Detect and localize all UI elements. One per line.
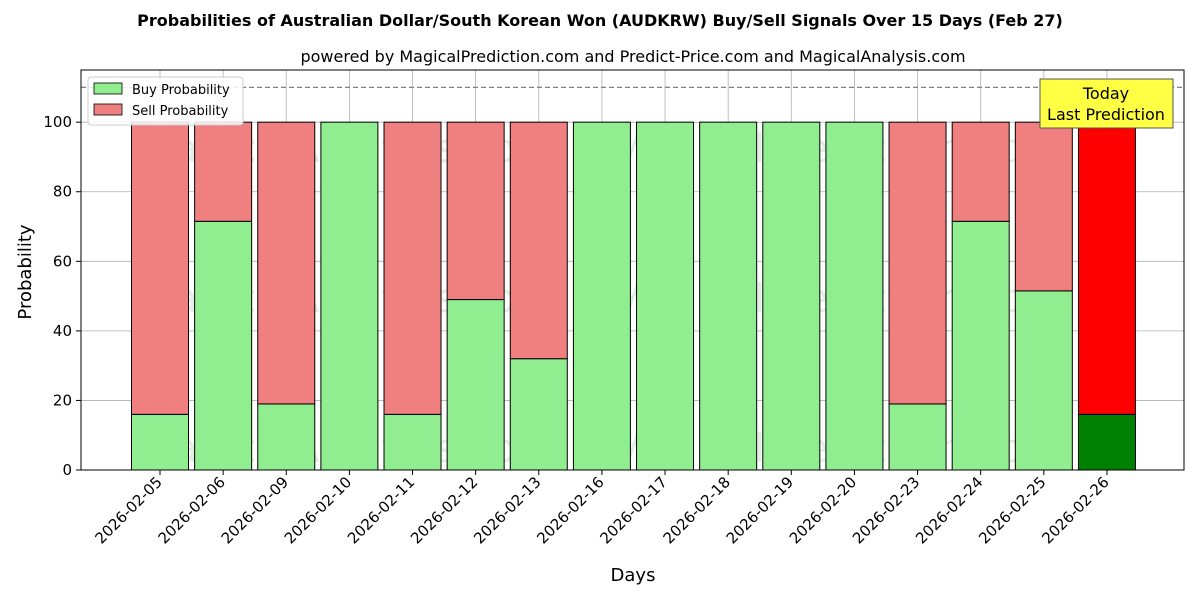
sell-bar bbox=[131, 121, 189, 415]
buy-bar bbox=[257, 403, 316, 471]
y-tick-label: 60 bbox=[53, 252, 72, 270]
legend-swatch bbox=[93, 103, 123, 116]
plot-area: MagicalAnalysis.comMagicalPrediction.com… bbox=[43, 69, 1185, 547]
x-tick-label: 2026-02-09 bbox=[218, 473, 292, 547]
buy-bar bbox=[636, 121, 695, 471]
buy-bar bbox=[509, 358, 568, 471]
sell-bar bbox=[951, 121, 1010, 222]
sell-bar bbox=[1014, 121, 1073, 292]
sell-bar bbox=[257, 121, 316, 405]
buy-bar bbox=[446, 299, 505, 471]
x-tick-label: 2026-02-26 bbox=[1038, 473, 1112, 547]
x-tick-label: 2026-02-12 bbox=[407, 473, 481, 547]
x-tick-label: 2026-02-13 bbox=[470, 473, 544, 547]
legend-box bbox=[87, 76, 244, 126]
legend-label: Buy Probability bbox=[132, 83, 230, 98]
buy-bar bbox=[762, 121, 821, 471]
buy-bar bbox=[951, 220, 1010, 471]
legend-swatch bbox=[93, 82, 123, 95]
y-tick-label: 20 bbox=[53, 391, 72, 409]
buy-bar bbox=[194, 220, 253, 471]
sell-bar bbox=[888, 121, 947, 405]
chart-title: Probabilities of Australian Dollar/South… bbox=[137, 11, 1063, 30]
sell-bar bbox=[383, 121, 442, 415]
x-tick-label: 2026-02-20 bbox=[786, 473, 860, 547]
x-axis-label: Days bbox=[611, 565, 656, 586]
x-tick-label: 2026-02-16 bbox=[533, 473, 607, 547]
x-tick-label: 2026-02-18 bbox=[660, 473, 734, 547]
x-tick-label: 2026-02-10 bbox=[281, 473, 355, 547]
legend-label: Sell Probability bbox=[132, 104, 229, 119]
annotation-text: Today bbox=[1082, 84, 1129, 103]
chart-subtitle: powered by MagicalPrediction.com and Pre… bbox=[300, 47, 965, 66]
annotation-text: Last Prediction bbox=[1047, 105, 1165, 124]
legend: Buy Probability Sell Probability bbox=[87, 76, 244, 126]
x-tick-label: 2026-02-24 bbox=[912, 473, 986, 547]
buy-bar bbox=[888, 403, 947, 471]
buy-bar bbox=[320, 121, 379, 471]
y-tick-label: 0 bbox=[62, 461, 72, 479]
x-tick-label: 2026-02-19 bbox=[723, 473, 797, 547]
today-annotation: Today Last Prediction bbox=[1039, 78, 1174, 129]
sell-bar bbox=[1077, 121, 1136, 415]
y-tick-label: 100 bbox=[43, 113, 72, 131]
buy-bar bbox=[131, 413, 189, 471]
buy-bar bbox=[383, 413, 442, 471]
x-tick-label: 2026-02-25 bbox=[975, 473, 1049, 547]
y-axis-label: Probability bbox=[15, 224, 36, 319]
sell-bar bbox=[194, 121, 253, 222]
buy-bar bbox=[699, 121, 758, 471]
buy-bar bbox=[572, 121, 631, 471]
plot-frame bbox=[80, 69, 1185, 471]
buy-bar bbox=[1014, 290, 1073, 471]
x-tick-label: 2026-02-23 bbox=[849, 473, 923, 547]
y-tick-label: 40 bbox=[53, 322, 72, 340]
buy-bar bbox=[825, 121, 884, 471]
sell-bar bbox=[509, 121, 568, 360]
x-tick-label: 2026-02-05 bbox=[91, 473, 165, 547]
annotation-box bbox=[1039, 78, 1174, 129]
y-tick-label: 80 bbox=[53, 183, 72, 201]
sell-bar bbox=[446, 121, 505, 301]
x-tick-label: 2026-02-06 bbox=[155, 473, 229, 547]
x-tick-label: 2026-02-17 bbox=[596, 473, 670, 547]
buy-bar bbox=[1077, 413, 1136, 471]
x-tick-label: 2026-02-11 bbox=[344, 473, 418, 547]
